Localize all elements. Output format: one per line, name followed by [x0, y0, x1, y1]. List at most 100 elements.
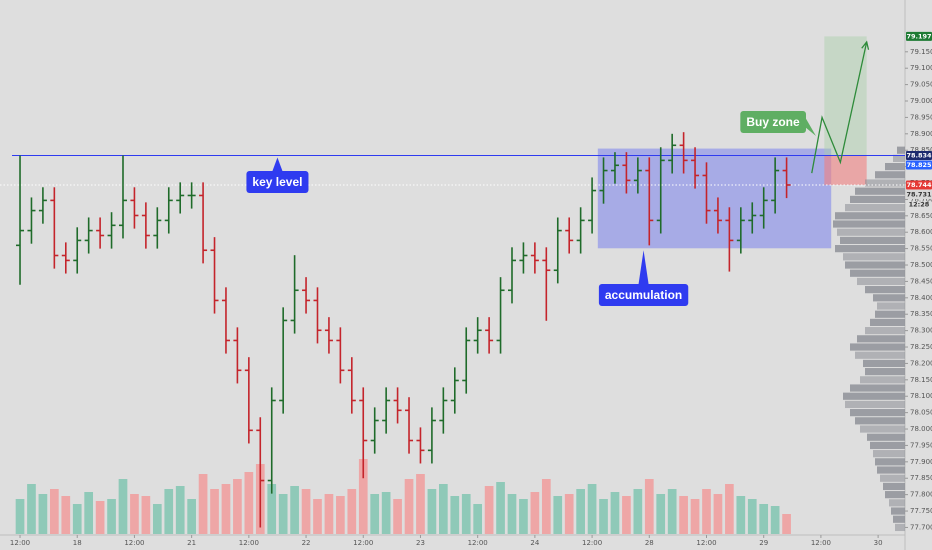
y-tick-label: 77.800 — [910, 491, 932, 499]
volume-bar — [656, 494, 666, 534]
key-level-label: key level — [252, 175, 302, 189]
y-tick-label: 78.350 — [910, 310, 932, 318]
volume-bar — [599, 499, 608, 534]
volume-bar — [416, 474, 425, 534]
volume-bar — [553, 496, 563, 534]
volume-profile-bar — [870, 441, 905, 450]
volume-bar — [507, 494, 517, 534]
volume-bar — [610, 492, 620, 534]
volume-bar — [713, 494, 723, 534]
y-tick-label: 79.100 — [910, 64, 932, 72]
volume-bar — [278, 494, 288, 534]
volume-profile-bar — [873, 294, 905, 302]
volume-bar — [347, 489, 357, 534]
volume-bar — [576, 489, 585, 534]
volume-bar — [198, 474, 208, 534]
accumulation-label: accumulation — [605, 288, 682, 302]
volume-profile-bar — [855, 187, 905, 195]
volume-bar — [313, 499, 322, 534]
volume-bar — [38, 494, 48, 534]
volume-profile-bar — [845, 261, 905, 269]
y-tick-label: 78.600 — [910, 228, 932, 236]
volume-bar — [244, 472, 254, 534]
stop-zone — [824, 155, 867, 185]
key-level-callout: key level — [246, 157, 309, 193]
volume-bar — [541, 479, 551, 534]
volume-bar — [679, 496, 688, 534]
volume-bar — [725, 484, 734, 534]
volume-profile-bar — [845, 204, 905, 212]
volume-bar — [622, 496, 631, 534]
volume-profile-bar — [885, 491, 905, 499]
volume-bar — [496, 482, 505, 534]
volume-profile-bar — [891, 507, 905, 515]
price-badge-label: 79.197 — [906, 32, 931, 40]
x-tick-label: 12:00 — [353, 539, 373, 547]
volume-profile-bar — [870, 318, 905, 327]
volume-bar — [644, 479, 654, 534]
price-badge — [906, 180, 932, 190]
volume-profile-bar — [860, 425, 905, 433]
volume-profile-bar — [883, 482, 905, 491]
volume-profile-bar — [865, 368, 905, 376]
y-tick-label: 77.900 — [910, 458, 932, 466]
volume-profile-bar — [843, 253, 905, 261]
y-tick-label: 78.450 — [910, 277, 932, 285]
volume-profile-bar — [850, 343, 905, 351]
volume-profile-bar — [850, 195, 905, 204]
y-tick-label: 78.100 — [910, 392, 932, 400]
volume-profile-bar — [840, 236, 905, 245]
volume-profile-bar — [855, 417, 905, 425]
volume-bar — [747, 499, 757, 534]
volume-profile-bar — [893, 154, 905, 163]
volume-bar — [49, 489, 59, 534]
y-tick-label: 77.750 — [910, 507, 932, 515]
volume-bar — [15, 499, 25, 534]
volume-bar — [461, 494, 471, 534]
volume-bar — [324, 494, 334, 534]
x-tick-label: 12:00 — [696, 539, 716, 547]
price-badge-label: 78.834 — [906, 151, 932, 159]
volume-bar — [530, 492, 540, 534]
y-tick-label: 78.900 — [910, 130, 932, 138]
y-tick-label: 78.150 — [910, 376, 932, 384]
volume-bar — [107, 499, 116, 534]
y-tick-label: 78.400 — [910, 294, 932, 302]
x-tick-label: 24 — [530, 539, 539, 547]
volume-bar — [61, 496, 71, 534]
volume-profile-bar — [835, 245, 905, 253]
volume-bar — [702, 489, 711, 534]
volume-profile-bar — [875, 171, 905, 179]
volume-profile-bar — [860, 376, 905, 384]
y-tick-label: 78.200 — [910, 359, 932, 367]
price-badge — [906, 150, 932, 160]
price-badge — [906, 160, 932, 170]
volume-bar — [221, 484, 231, 534]
volume-bar — [233, 479, 242, 534]
price-badge-label: 78.744 — [906, 181, 932, 189]
volume-profile-bar — [865, 179, 905, 187]
volume-profile-bar — [850, 409, 905, 417]
target-zone — [824, 36, 867, 156]
x-tick-label: 28 — [645, 539, 654, 547]
volume-bar — [484, 486, 494, 534]
y-tick-label: 77.700 — [910, 523, 932, 531]
volume-profile-bar — [865, 286, 905, 294]
volume-profile-bar — [877, 302, 905, 310]
volume-profile-bar — [835, 212, 905, 220]
x-tick-label: 12:00 — [582, 539, 602, 547]
volume-bar — [564, 494, 574, 534]
volume-profile-bar — [893, 515, 905, 523]
volume-bar — [358, 459, 368, 534]
y-tick-label: 77.850 — [910, 474, 932, 482]
arrow-head — [861, 40, 870, 50]
countdown: 12:28 — [909, 200, 930, 208]
y-tick-label: 78.250 — [910, 343, 932, 351]
price-badge — [906, 31, 932, 41]
x-tick-label: 12:00 — [811, 539, 831, 547]
volume-bar — [141, 496, 151, 534]
volume-bar — [587, 484, 597, 534]
accumulation-box — [598, 284, 689, 306]
volume-bar — [736, 496, 746, 534]
